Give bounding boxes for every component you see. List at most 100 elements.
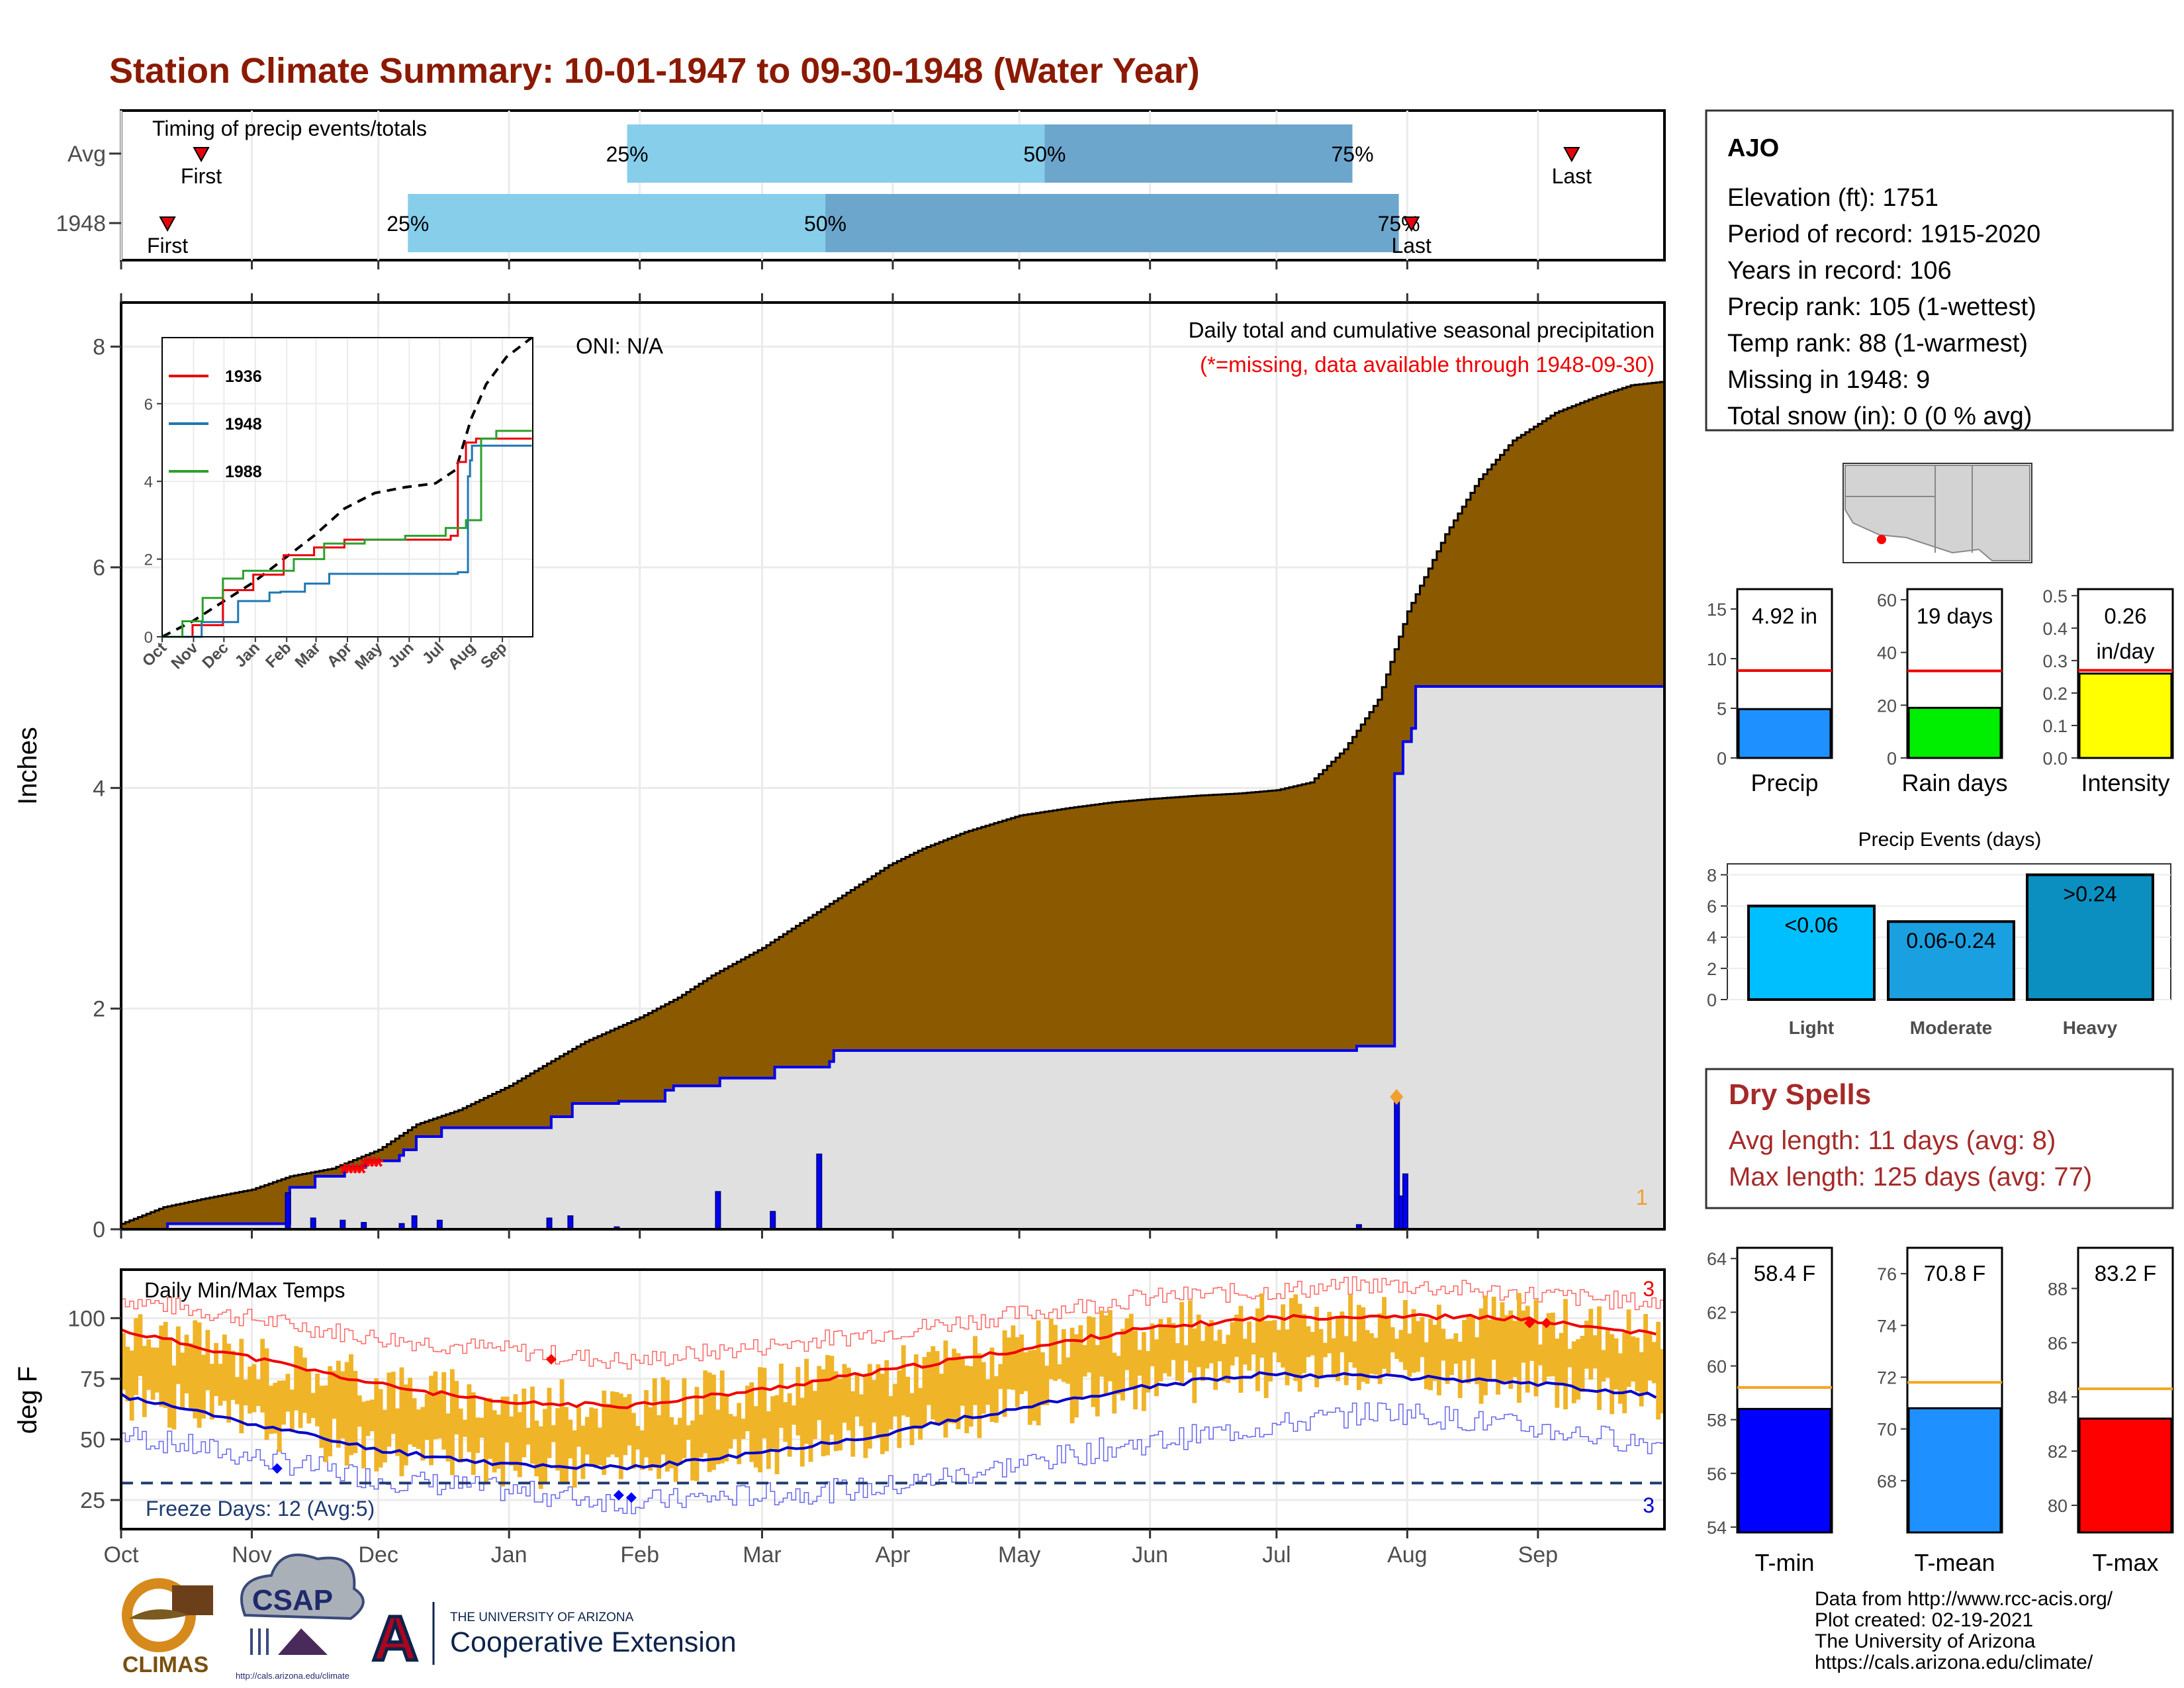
daily-temp-bar (1512, 1321, 1518, 1378)
daily-precip-bar (770, 1211, 776, 1231)
daily-temp-bar (635, 1426, 641, 1450)
timing-marker-label: Last (1391, 234, 1432, 258)
summary-bar-value-label: 4.92 in (1752, 604, 1817, 628)
daily-temp-bar (504, 1396, 510, 1443)
daily-temp-bar (639, 1430, 645, 1470)
daily-temp-bar (631, 1413, 636, 1469)
map-land (1844, 465, 2030, 561)
daily-temp-bar (167, 1338, 172, 1428)
daily-precip-bar (310, 1217, 316, 1231)
missing-day-marker: * (352, 1159, 363, 1188)
record-high-count: 3 (1643, 1277, 1655, 1301)
daily-precip-bar (567, 1215, 574, 1230)
quartile-label: 50% (1023, 142, 1066, 166)
daily-temp-bar (863, 1374, 868, 1458)
timing-marker (1563, 147, 1580, 163)
daily-temp-bar (741, 1419, 746, 1439)
summary-bar-tick-label: 0.1 (2042, 716, 2068, 736)
daily-temp-bar (1487, 1319, 1492, 1382)
summary-bar-value (1737, 708, 1832, 759)
daily-temp-bar (230, 1350, 236, 1400)
summary-bar-tick-label: 10 (1707, 649, 1727, 669)
daily-temp-bar (758, 1367, 762, 1473)
daily-temp-bar (458, 1408, 463, 1463)
daily-temp-bar (500, 1396, 506, 1487)
record-low-count: 3 (1643, 1493, 1655, 1517)
record-day-marker (613, 1489, 624, 1501)
csap-logo-text: CSAP (252, 1584, 333, 1617)
daily-temp-bar (1242, 1338, 1248, 1365)
daily-temp-bar (1032, 1350, 1037, 1421)
daily-temp-bar (222, 1335, 227, 1401)
daily-temp-bar (273, 1382, 278, 1434)
footer-line: Data from http://www.rcc-acis.org/ (1815, 1588, 2113, 1610)
daily-temp-bar (850, 1391, 856, 1457)
daily-temp-bar (323, 1385, 328, 1463)
daily-temp-bar (1390, 1327, 1395, 1353)
location-map (1843, 463, 2032, 563)
temp-y-tick-label: 25 (80, 1488, 105, 1513)
temp-bar-tick-label: 80 (2048, 1496, 2068, 1516)
daily-temp-bar (1167, 1317, 1172, 1377)
daily-temp-bar (248, 1366, 253, 1414)
daily-temp-bar (1584, 1321, 1589, 1369)
daily-temp-bar (336, 1360, 341, 1448)
daily-temp-bar (1643, 1314, 1649, 1393)
daily-temp-bar (1027, 1350, 1032, 1425)
daily-temp-bar (1103, 1315, 1109, 1395)
daily-temp-bar (568, 1419, 573, 1459)
daily-temp-bar (753, 1406, 758, 1468)
daily-temp-bar (1626, 1309, 1631, 1387)
daily-temp-bar (138, 1314, 143, 1376)
precip-subtitle: Daily total and cumulative seasonal prec… (1189, 318, 1655, 342)
daily-temp-bar (669, 1417, 674, 1469)
daily-temp-bar (1635, 1337, 1640, 1391)
daily-temp-bar (365, 1400, 371, 1436)
events-y-tick-label: 4 (1707, 928, 1717, 948)
daily-temp-bar (678, 1417, 682, 1466)
climas-logo-text: CLIMAS (122, 1652, 208, 1677)
daily-temp-bar (1365, 1330, 1370, 1384)
daily-temp-bar (593, 1408, 598, 1468)
daily-temp-bar (146, 1339, 152, 1390)
daily-temp-bar (1099, 1310, 1105, 1377)
daily-temp-bar (1576, 1339, 1581, 1400)
csap-logo-mark (240, 1553, 365, 1620)
footer-line: https://cals.arizona.edu/climate/ (1815, 1652, 2093, 1673)
daily-temp-bar (408, 1378, 413, 1445)
daily-temp-bar (728, 1413, 733, 1449)
daily-temp-bar (1336, 1318, 1340, 1382)
record-daily-marker (1390, 1089, 1404, 1105)
daily-temp-bar (378, 1389, 383, 1468)
daily-temp-bar (597, 1427, 602, 1466)
month-tick-label: Nov (232, 1542, 271, 1568)
daily-temp-bar (711, 1374, 716, 1470)
daily-temp-bar (1416, 1321, 1420, 1372)
daily-temp-bar (1095, 1344, 1100, 1417)
daily-temp-bar (1133, 1330, 1138, 1410)
daily-temp-bar (943, 1340, 948, 1438)
daily-temp-bar (1188, 1300, 1193, 1373)
summary-bar-tick-label: 5 (1717, 699, 1727, 719)
inset-avg-line (161, 336, 533, 638)
csap-logo-mark (278, 1628, 328, 1655)
daily-temp-bar (1066, 1357, 1071, 1384)
temp-bar-tick-label: 86 (2048, 1333, 2068, 1353)
daily-temp-bar (441, 1372, 447, 1450)
daily-temp-bar (799, 1397, 805, 1467)
daily-temp-bar (1537, 1344, 1543, 1366)
events-y-tick-label: 0 (1707, 990, 1717, 1010)
temp-panel: 25 50 75 100 Oct Nov Dec Jan Feb Mar Apr May Jun Jul A… (13, 1268, 1666, 1568)
record-day-marker (545, 1354, 557, 1365)
daily-temp-bar (867, 1364, 872, 1449)
summary-bar-tick-label: 40 (1877, 643, 1897, 663)
daily-temp-bar (888, 1395, 893, 1430)
daily-temp-bar (1087, 1316, 1091, 1373)
daily-temp-bar (1116, 1356, 1121, 1395)
daily-temp-bar (589, 1407, 594, 1466)
temp-bar-value (1737, 1407, 1832, 1534)
daily-temp-bar (796, 1367, 801, 1436)
daily-temp-bar (787, 1393, 792, 1457)
summary-bar-label: Precip (1751, 769, 1818, 796)
daily-temp-bar (1521, 1310, 1526, 1363)
